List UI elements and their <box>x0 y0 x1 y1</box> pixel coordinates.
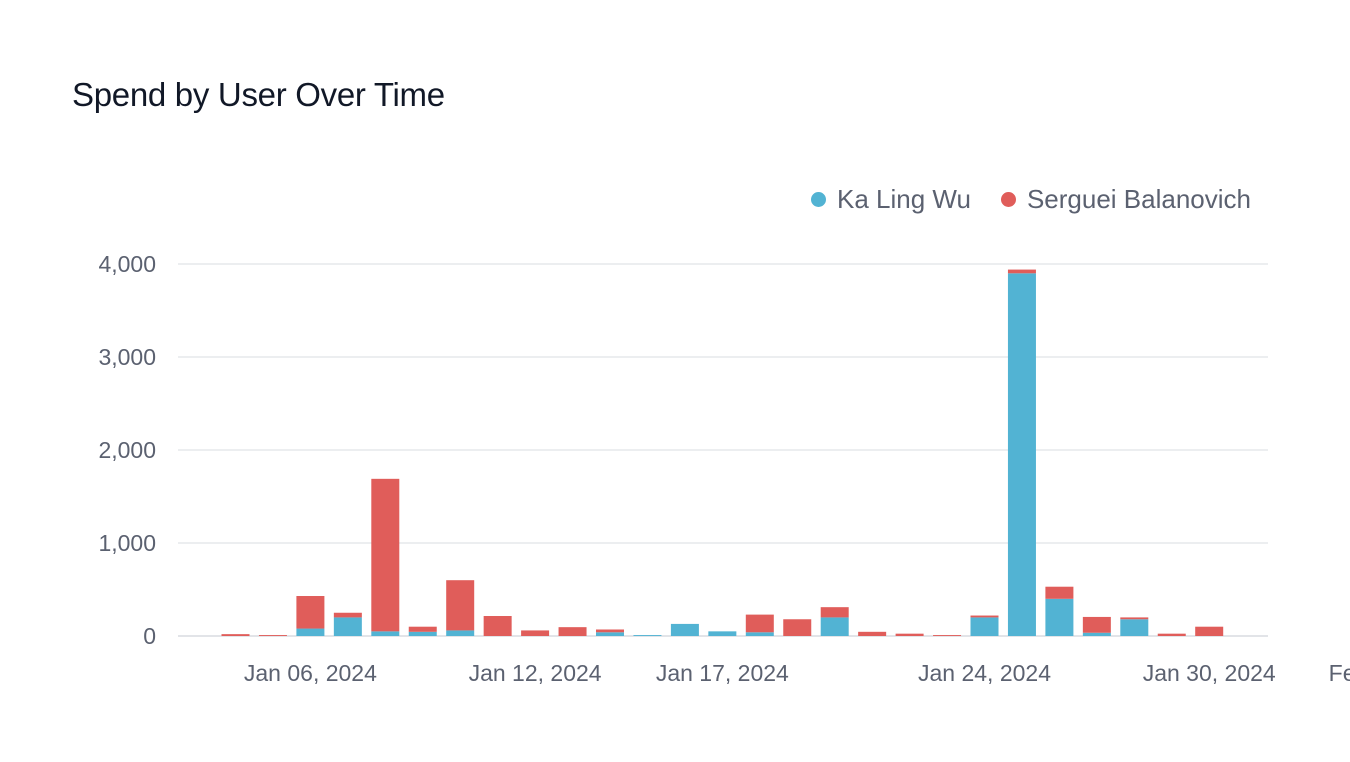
bar-segment <box>258 635 287 636</box>
bar-segment <box>558 627 587 636</box>
bar-segment <box>371 478 400 632</box>
bar-segment <box>333 617 362 636</box>
bar-segment <box>820 607 849 618</box>
bar-segment <box>483 616 512 636</box>
bar-segment <box>670 623 699 636</box>
bar-segment <box>820 617 849 636</box>
legend-item-1[interactable]: Serguei Balanovich <box>1000 184 1251 215</box>
bar-segment <box>708 631 737 636</box>
bar-segment <box>745 632 774 636</box>
bar-segment <box>783 619 812 636</box>
bar-segment <box>1082 632 1111 636</box>
bar-segment <box>1045 586 1074 599</box>
x-tick-label: Feb 04, 2024 <box>1329 660 1350 686</box>
bar-segment <box>596 629 624 633</box>
bar-segment <box>1007 273 1036 636</box>
bar-segment <box>745 614 774 633</box>
legend-label-1: Serguei Balanovich <box>1026 184 1251 214</box>
bar-segment <box>1007 269 1036 274</box>
y-tick-label: 1,000 <box>98 530 156 556</box>
bar-segment <box>221 634 250 636</box>
y-tick-label: 4,000 <box>98 251 156 277</box>
bar-segment <box>1195 626 1224 636</box>
bar-segment <box>970 617 999 636</box>
legend-swatch-0 <box>811 192 827 207</box>
legend-swatch-1 <box>1000 192 1016 207</box>
chart-title: Spend by User Over Time <box>72 76 445 113</box>
bar-segment <box>408 631 437 636</box>
bar-segment <box>408 626 437 632</box>
bar-segment <box>446 580 475 631</box>
x-tick-label: Jan 12, 2024 <box>469 660 602 686</box>
bar-segment <box>446 630 475 636</box>
bar-segment <box>596 632 624 636</box>
bar-segment <box>1120 617 1149 620</box>
y-tick-label: 2,000 <box>98 437 156 463</box>
bar-segment <box>1045 598 1074 636</box>
x-tick-label: Jan 24, 2024 <box>918 660 1051 686</box>
legend-label-0: Ka Ling Wu <box>837 184 971 214</box>
bar-segment <box>296 628 325 636</box>
bar-segment <box>296 596 325 629</box>
bar-segment <box>521 630 550 636</box>
legend-item-0[interactable]: Ka Ling Wu <box>811 184 971 215</box>
bar-segment <box>970 615 999 618</box>
bar-segment <box>371 631 400 636</box>
bar-segment <box>633 635 662 636</box>
bar-segment <box>858 631 887 636</box>
bar-segment <box>933 635 962 636</box>
bar-segment <box>333 612 362 618</box>
y-tick-label: 0 <box>143 623 156 649</box>
x-tick-label: Jan 06, 2024 <box>244 660 377 686</box>
bar-segment <box>1120 619 1149 636</box>
bar-segment <box>1157 633 1186 636</box>
legend: Ka Ling Wu Serguei Balanovich <box>811 184 1251 215</box>
x-tick-label: Jan 17, 2024 <box>656 660 789 686</box>
bar-segment <box>895 633 924 636</box>
y-tick-label: 3,000 <box>98 344 156 370</box>
bar-segment <box>1082 616 1111 633</box>
x-tick-label: Jan 30, 2024 <box>1143 660 1276 686</box>
